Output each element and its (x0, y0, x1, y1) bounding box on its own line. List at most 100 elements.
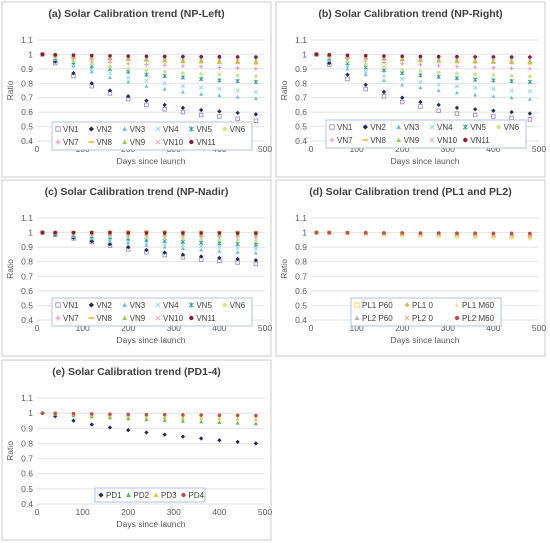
data-point (253, 250, 258, 255)
data-point (327, 230, 332, 235)
chart-panel-np-right: (b) Solar Calibration trend (NP-Right) 0.… (275, 1, 546, 178)
data-point (199, 237, 203, 242)
data-point (89, 230, 94, 235)
y-tick-label: 0.8 (295, 78, 307, 88)
legend-entry: PD3 (153, 491, 177, 500)
data-point (527, 117, 533, 122)
legend-label: VN8 (96, 138, 112, 147)
data-point (345, 230, 350, 235)
data-point (314, 52, 319, 57)
data-point (454, 84, 460, 89)
y-tick-label: 0.4 (295, 315, 307, 325)
y-tick-label: 0.4 (21, 315, 33, 325)
data-point (400, 82, 405, 87)
data-point (217, 238, 222, 242)
data-point (253, 112, 259, 117)
legend-entry: VN4 (155, 301, 179, 310)
data-point (89, 62, 94, 66)
data-point (217, 438, 222, 443)
data-point (199, 107, 204, 113)
legend-entry: VN9 (396, 136, 420, 145)
data-point (527, 66, 533, 72)
chart-panel-pl1-pl2: (d) Solar Calibration trend (PL1 and PL2… (275, 179, 546, 357)
y-tick-label: 1 (28, 49, 33, 59)
data-point (107, 71, 113, 76)
y-tick-label: 0.9 (295, 64, 307, 74)
x-tick-label: 300 (167, 323, 181, 333)
data-point (89, 236, 94, 241)
data-point (53, 53, 58, 57)
data-point (198, 112, 204, 118)
data-point (363, 86, 368, 92)
data-point (235, 65, 240, 71)
legend: VN1 VN2 VN3 VN4 VN5 VN6 VN7 VN8 VN9 VN10 VN11 (51, 121, 253, 151)
data-point (253, 246, 258, 252)
data-point (180, 89, 185, 94)
legend-entry: PL1 M60 (454, 301, 495, 310)
data-point (180, 252, 186, 257)
legend-label: VN7 (337, 136, 353, 145)
data-point (89, 422, 94, 427)
data-point (473, 55, 477, 59)
legend-entry: VN2 (88, 301, 112, 310)
data-point (509, 231, 514, 236)
x-axis-label: Days since launch (117, 335, 186, 345)
data-point (253, 96, 258, 101)
data-point (235, 256, 240, 262)
data-point (235, 249, 240, 254)
data-point (107, 88, 113, 93)
data-point (527, 89, 532, 94)
data-point (491, 65, 496, 70)
y-tick-label: 1 (302, 228, 307, 238)
data-point (162, 86, 167, 91)
data-point (400, 95, 405, 100)
data-point (235, 55, 240, 59)
data-point (217, 109, 222, 114)
legend-label: VN8 (370, 136, 386, 145)
data-point (126, 79, 131, 84)
data-point (162, 81, 167, 86)
legend-label: VN5 (470, 123, 486, 132)
data-point (217, 58, 222, 63)
data-point (509, 95, 514, 100)
data-point (108, 54, 112, 58)
legend-entry: VN2 (362, 123, 386, 132)
y-tick-label: 1 (28, 408, 33, 418)
legend-entry: PL2 P60 (354, 314, 393, 323)
legend-label: VN4 (163, 301, 179, 310)
data-point (235, 238, 240, 243)
y-tick-label: 1 (302, 49, 307, 59)
data-point (181, 54, 185, 59)
data-point (399, 99, 405, 105)
y-tick-label: 0.4 (21, 499, 33, 509)
legend-entry: PD4 (181, 491, 205, 500)
legend-label: VN8 (96, 314, 112, 323)
x-tick-label: 400 (486, 323, 500, 333)
legend-entry: VN11 (189, 138, 216, 147)
data-point (217, 72, 222, 77)
data-point (491, 94, 496, 98)
data-point (71, 230, 76, 235)
data-point (217, 245, 222, 250)
y-tick-label: 0.7 (295, 93, 307, 103)
data-point (126, 427, 131, 433)
data-point (162, 250, 167, 255)
legend-entry: PL2 0 (404, 314, 433, 323)
data-point (363, 69, 368, 74)
x-tick-label: 300 (441, 144, 455, 154)
data-point (381, 89, 387, 95)
data-point (327, 53, 332, 57)
y-tick-label: 0.4 (295, 136, 307, 146)
data-point (199, 416, 204, 420)
legend-entry: VN10 (429, 136, 458, 145)
data-point (180, 246, 185, 251)
data-point (400, 54, 405, 59)
data-point (491, 114, 496, 119)
legend-label: VN2 (96, 125, 112, 134)
y-tick-label: 0.8 (21, 78, 33, 88)
legend-entry: VN7 (55, 138, 79, 147)
data-point (199, 436, 204, 441)
x-axis-label: Days since launch (391, 335, 460, 345)
data-point (253, 79, 258, 85)
